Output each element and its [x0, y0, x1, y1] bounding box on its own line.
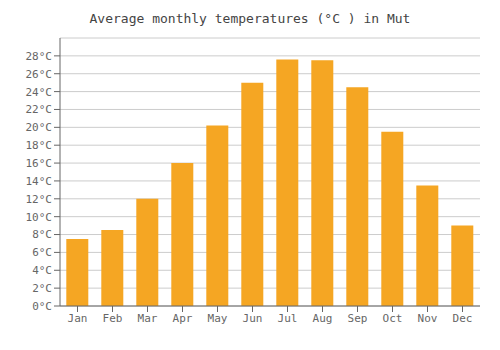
svg-text:4°C: 4°C	[32, 264, 52, 277]
svg-text:Mar: Mar	[138, 312, 158, 325]
svg-text:26°C: 26°C	[26, 68, 53, 81]
svg-text:2°C: 2°C	[32, 282, 52, 295]
svg-text:14°C: 14°C	[26, 175, 53, 188]
svg-text:Jun: Jun	[243, 312, 263, 325]
svg-text:Oct: Oct	[383, 312, 403, 325]
svg-text:Sep: Sep	[348, 312, 368, 325]
svg-text:16°C: 16°C	[26, 157, 53, 170]
svg-text:Nov: Nov	[418, 312, 438, 325]
html-text:Average monthly temperatures (: Average monthly temperatures (°C ) in Mu…	[89, 11, 411, 26]
svg-text:10°C: 10°C	[26, 211, 53, 224]
svg-text:Jul: Jul	[278, 312, 298, 325]
svg-text:Dec: Dec	[453, 312, 473, 325]
svg-text:Aug: Aug	[313, 312, 333, 325]
svg-text:0°C: 0°C	[32, 300, 52, 313]
svg-text:Feb: Feb	[103, 312, 123, 325]
svg-text:May: May	[208, 312, 228, 325]
svg-text:22°C: 22°C	[26, 103, 53, 116]
svg-text:20°C: 20°C	[26, 121, 53, 134]
svg-text:Jan: Jan	[68, 312, 88, 325]
svg-text:Apr: Apr	[173, 312, 193, 325]
svg-text:28°C: 28°C	[26, 50, 53, 63]
svg-text:8°C: 8°C	[32, 228, 52, 241]
svg-text:6°C: 6°C	[32, 246, 52, 259]
svg-text:12°C: 12°C	[26, 193, 53, 206]
svg-text:24°C: 24°C	[26, 86, 53, 99]
svg-text:18°C: 18°C	[26, 139, 53, 152]
